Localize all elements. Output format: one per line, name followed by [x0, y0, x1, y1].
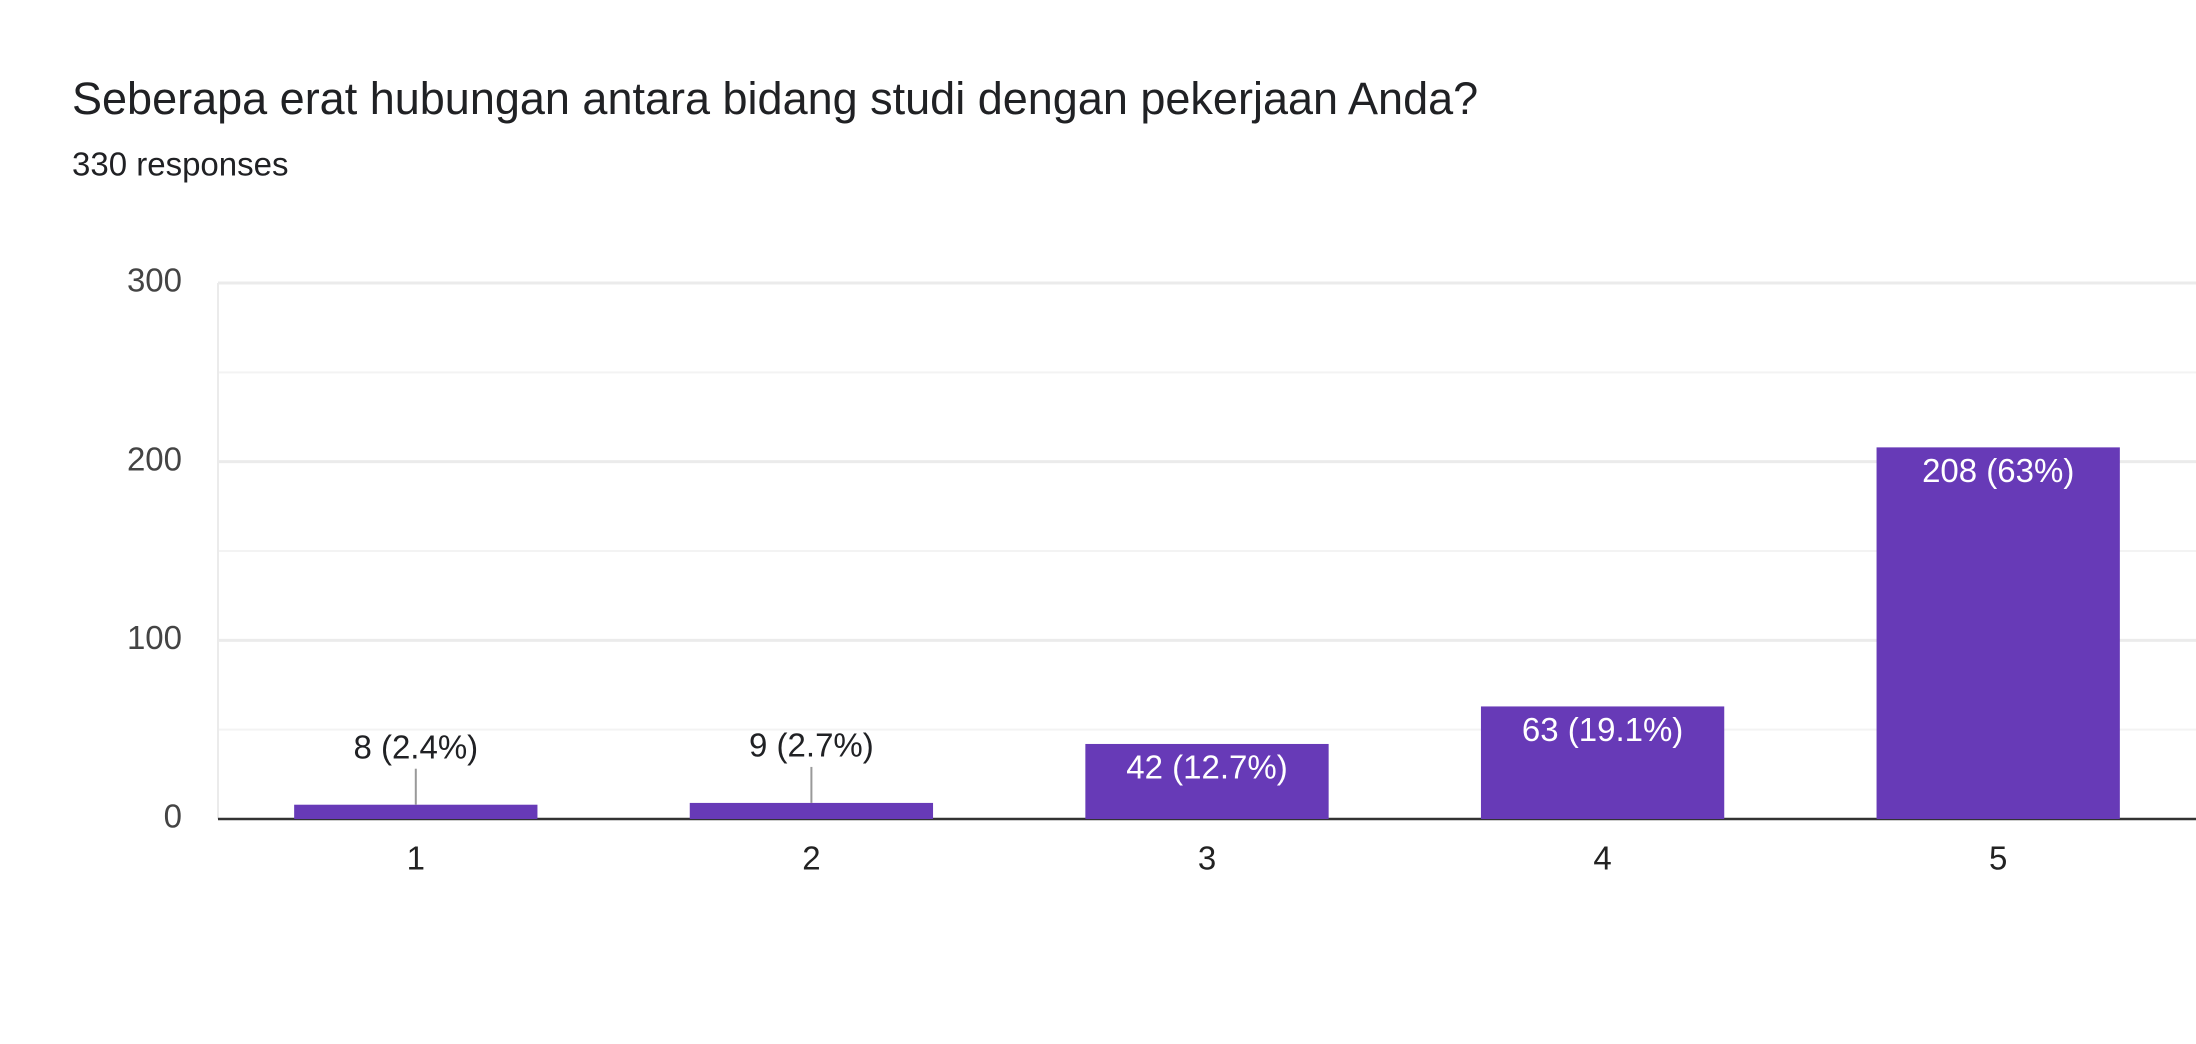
chart-title: Seberapa erat hubungan antara bidang stu…: [72, 73, 1478, 124]
bar: [1876, 447, 2120, 819]
data-label: 9 (2.7%): [749, 727, 874, 764]
data-label: 208 (63%): [1922, 452, 2074, 489]
bar: [1480, 706, 1725, 819]
y-tick-label: 200: [127, 440, 182, 477]
data-label: 42 (12.7%): [1126, 749, 1287, 786]
bar: [294, 804, 538, 819]
x-tick-label: 5: [1989, 840, 2007, 877]
y-tick-label: 300: [127, 262, 182, 299]
y-tick-label: 100: [127, 619, 182, 656]
bar: [689, 802, 934, 819]
chart-subtitle: 330 responses: [72, 146, 288, 183]
x-tick-label: 3: [1198, 840, 1216, 877]
data-label: 8 (2.4%): [353, 728, 478, 765]
y-tick-label: 0: [164, 798, 182, 835]
x-tick-label: 1: [407, 840, 425, 877]
data-label: 63 (19.1%): [1522, 711, 1683, 748]
bar: [1085, 743, 1329, 819]
x-tick-label: 4: [1593, 840, 1611, 877]
x-tick-label: 2: [802, 840, 820, 877]
